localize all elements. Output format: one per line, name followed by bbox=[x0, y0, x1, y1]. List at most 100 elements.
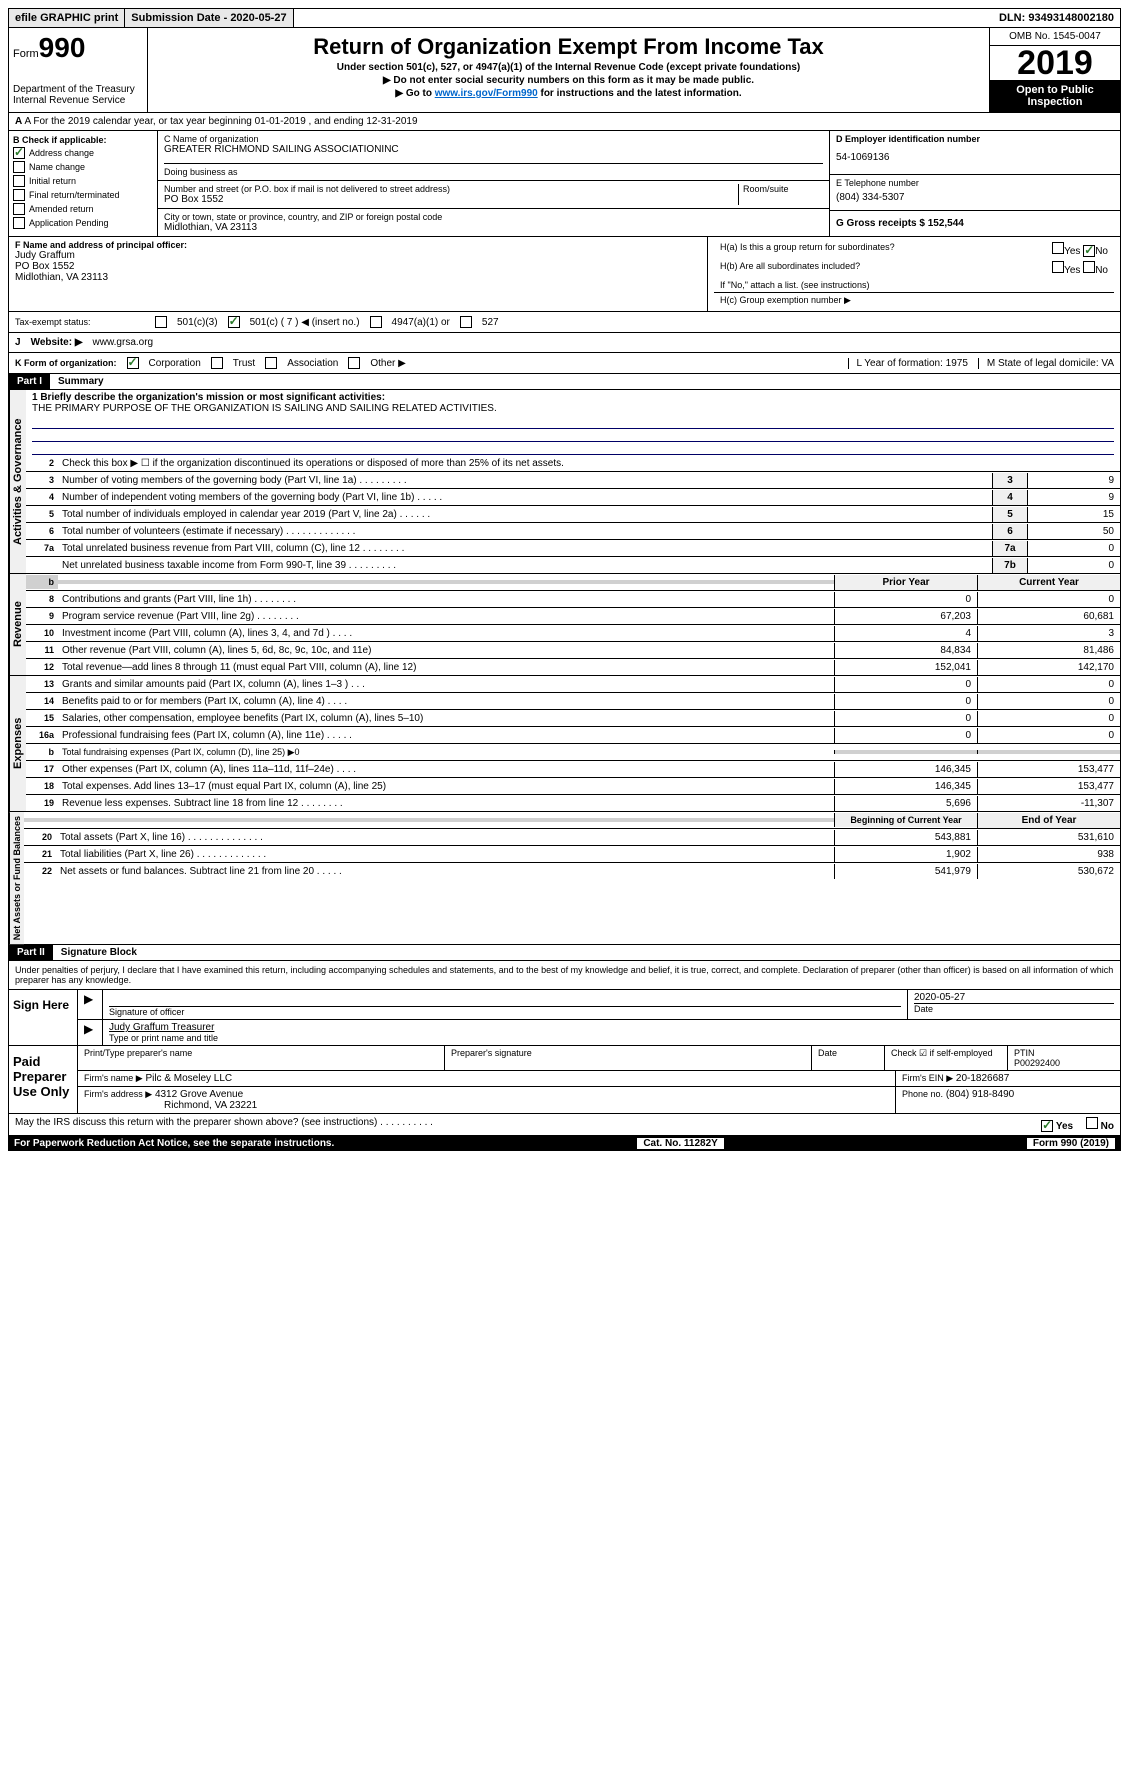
revenue-line: 9Program service revenue (Part VIII, lin… bbox=[26, 608, 1120, 625]
line2-text: Check this box ▶ ☐ if the organization d… bbox=[58, 456, 1120, 471]
submission-date: Submission Date - 2020-05-27 bbox=[125, 9, 293, 27]
tax-status-label: Tax-exempt status: bbox=[15, 317, 145, 327]
efile-button[interactable]: efile GRAPHIC print bbox=[9, 9, 125, 27]
org-address: PO Box 1552 bbox=[164, 194, 738, 205]
sign-here-label: Sign Here bbox=[9, 990, 78, 1045]
final-return-checkbox[interactable] bbox=[13, 189, 25, 201]
phone-value: (804) 334-5307 bbox=[836, 188, 1114, 207]
part2-header-row: Part II Signature Block bbox=[8, 945, 1121, 961]
org-name: GREATER RICHMOND SAILING ASSOCIATIONINC bbox=[164, 144, 823, 155]
officer-typed-name: Judy Graffum Treasurer bbox=[109, 1022, 1114, 1033]
subtitle-2: ▶ Do not enter social security numbers o… bbox=[154, 75, 983, 86]
hb-label: H(b) Are all subordinates included? bbox=[720, 261, 860, 276]
tax-status-row: Tax-exempt status: 501(c)(3) 501(c) ( 7 … bbox=[8, 312, 1121, 333]
date-label: Date bbox=[914, 1003, 1114, 1014]
revenue-label: Revenue bbox=[9, 574, 26, 675]
address-change-checkbox[interactable] bbox=[13, 147, 25, 159]
hb-yes-checkbox[interactable] bbox=[1052, 261, 1064, 273]
summary-line: 4Number of independent voting members of… bbox=[26, 489, 1120, 506]
officer-name: Judy Graffum bbox=[15, 250, 701, 261]
prep-name-label: Print/Type preparer's name bbox=[78, 1046, 445, 1070]
org-city: Midlothian, VA 23113 bbox=[164, 222, 823, 233]
ha-no-checkbox[interactable] bbox=[1083, 245, 1095, 257]
other-checkbox[interactable] bbox=[348, 357, 360, 369]
expense-line: 13Grants and similar amounts paid (Part … bbox=[26, 676, 1120, 693]
assoc-checkbox[interactable] bbox=[265, 357, 277, 369]
expense-line: 19Revenue less expenses. Subtract line 1… bbox=[26, 795, 1120, 811]
paid-preparer-section: Paid Preparer Use Only Print/Type prepar… bbox=[8, 1046, 1121, 1114]
phone-label: E Telephone number bbox=[836, 178, 1114, 188]
trust-checkbox[interactable] bbox=[211, 357, 223, 369]
dba-label: Doing business as bbox=[164, 163, 823, 177]
check-applicable-label: B Check if applicable: bbox=[13, 135, 153, 145]
prep-date-label: Date bbox=[812, 1046, 885, 1070]
b-label: b bbox=[26, 575, 58, 589]
line1-label: 1 Briefly describe the organization's mi… bbox=[32, 392, 385, 403]
ein-value: 54-1069136 bbox=[836, 144, 1114, 171]
501c3-checkbox[interactable] bbox=[155, 316, 167, 328]
state-domicile: M State of legal domicile: VA bbox=[978, 358, 1114, 369]
summary-line: 7aTotal unrelated business revenue from … bbox=[26, 540, 1120, 557]
name-change-checkbox[interactable] bbox=[13, 161, 25, 173]
form-footer: Form 990 (2019) bbox=[1027, 1138, 1115, 1149]
open-public-badge: Open to Public Inspection bbox=[990, 80, 1120, 112]
net-assets-label: Net Assets or Fund Balances bbox=[9, 812, 24, 944]
firm-addr2: Richmond, VA 23221 bbox=[164, 1100, 257, 1111]
paperwork-footer: For Paperwork Reduction Act Notice, see … bbox=[8, 1136, 1121, 1151]
discuss-no-checkbox[interactable] bbox=[1086, 1117, 1098, 1129]
subtitle-1: Under section 501(c), 527, or 4947(a)(1)… bbox=[154, 62, 983, 73]
amended-checkbox[interactable] bbox=[13, 203, 25, 215]
mission-text: THE PRIMARY PURPOSE OF THE ORGANIZATION … bbox=[32, 403, 497, 414]
part1-badge: Part I bbox=[9, 374, 50, 389]
end-year-header: End of Year bbox=[977, 813, 1120, 828]
irs-label: Internal Revenue Service bbox=[13, 95, 143, 106]
form-org-row: K Form of organization: Corporation Trus… bbox=[8, 353, 1121, 374]
website-link[interactable]: www.grsa.org bbox=[93, 337, 154, 348]
firm-addr1: 4312 Grove Avenue bbox=[155, 1089, 243, 1100]
year-formation: L Year of formation: 1975 bbox=[848, 358, 968, 369]
app-pending-checkbox[interactable] bbox=[13, 217, 25, 229]
discuss-row: May the IRS discuss this return with the… bbox=[8, 1114, 1121, 1136]
paperwork-text: For Paperwork Reduction Act Notice, see … bbox=[14, 1138, 334, 1149]
row-a: A A For the 2019 calendar year, or tax y… bbox=[8, 113, 1121, 131]
part1-title: Summary bbox=[50, 374, 112, 389]
501c-checkbox[interactable] bbox=[228, 316, 240, 328]
part2-title: Signature Block bbox=[53, 945, 145, 960]
summary-line: 6Total number of volunteers (estimate if… bbox=[26, 523, 1120, 540]
gross-receipts: G Gross receipts $ 152,544 bbox=[836, 214, 1114, 233]
prior-year-header: Prior Year bbox=[834, 575, 977, 590]
perjury-text: Under penalties of perjury, I declare th… bbox=[8, 961, 1121, 990]
527-checkbox[interactable] bbox=[460, 316, 472, 328]
initial-return-checkbox[interactable] bbox=[13, 175, 25, 187]
net-assets-section: Net Assets or Fund Balances Beginning of… bbox=[8, 812, 1121, 945]
instructions-link[interactable]: www.irs.gov/Form990 bbox=[435, 88, 538, 99]
firm-name: Pilc & Moseley LLC bbox=[145, 1073, 232, 1084]
corp-checkbox[interactable] bbox=[127, 357, 139, 369]
sig-date: 2020-05-27 bbox=[914, 992, 1114, 1003]
revenue-line: 11Other revenue (Part VIII, column (A), … bbox=[26, 642, 1120, 659]
subtitle-3: ▶ Go to www.irs.gov/Form990 for instruct… bbox=[154, 88, 983, 99]
officer-label: F Name and address of principal officer: bbox=[15, 240, 701, 250]
expenses-section: Expenses 13Grants and similar amounts pa… bbox=[8, 676, 1121, 812]
officer-row: F Name and address of principal officer:… bbox=[8, 237, 1121, 312]
tax-year: 2019 bbox=[990, 46, 1120, 80]
org-name-label: C Name of organization bbox=[164, 134, 823, 144]
discuss-yes-checkbox[interactable] bbox=[1041, 1120, 1053, 1132]
sign-here-section: Sign Here ▶ Signature of officer 2020-05… bbox=[8, 990, 1121, 1046]
balance-line: 22Net assets or fund balances. Subtract … bbox=[24, 863, 1120, 879]
expense-line: 18Total expenses. Add lines 13–17 (must … bbox=[26, 778, 1120, 795]
main-title: Return of Organization Exempt From Incom… bbox=[154, 34, 983, 60]
city-label: City or town, state or province, country… bbox=[164, 212, 823, 222]
hc-label: H(c) Group exemption number ▶ bbox=[714, 292, 1114, 308]
current-year-header: Current Year bbox=[977, 575, 1120, 590]
hb-no-checkbox[interactable] bbox=[1083, 261, 1095, 273]
ha-yes-checkbox[interactable] bbox=[1052, 242, 1064, 254]
firm-ein: 20-1826687 bbox=[956, 1073, 1009, 1084]
balance-line: 20Total assets (Part X, line 16) . . . .… bbox=[24, 829, 1120, 846]
beg-year-header: Beginning of Current Year bbox=[834, 813, 977, 827]
officer-addr1: PO Box 1552 bbox=[15, 261, 701, 272]
header-bar: efile GRAPHIC print Submission Date - 20… bbox=[8, 8, 1121, 28]
paid-prep-label: Paid Preparer Use Only bbox=[9, 1046, 78, 1113]
4947-checkbox[interactable] bbox=[370, 316, 382, 328]
officer-addr2: Midlothian, VA 23113 bbox=[15, 272, 701, 283]
